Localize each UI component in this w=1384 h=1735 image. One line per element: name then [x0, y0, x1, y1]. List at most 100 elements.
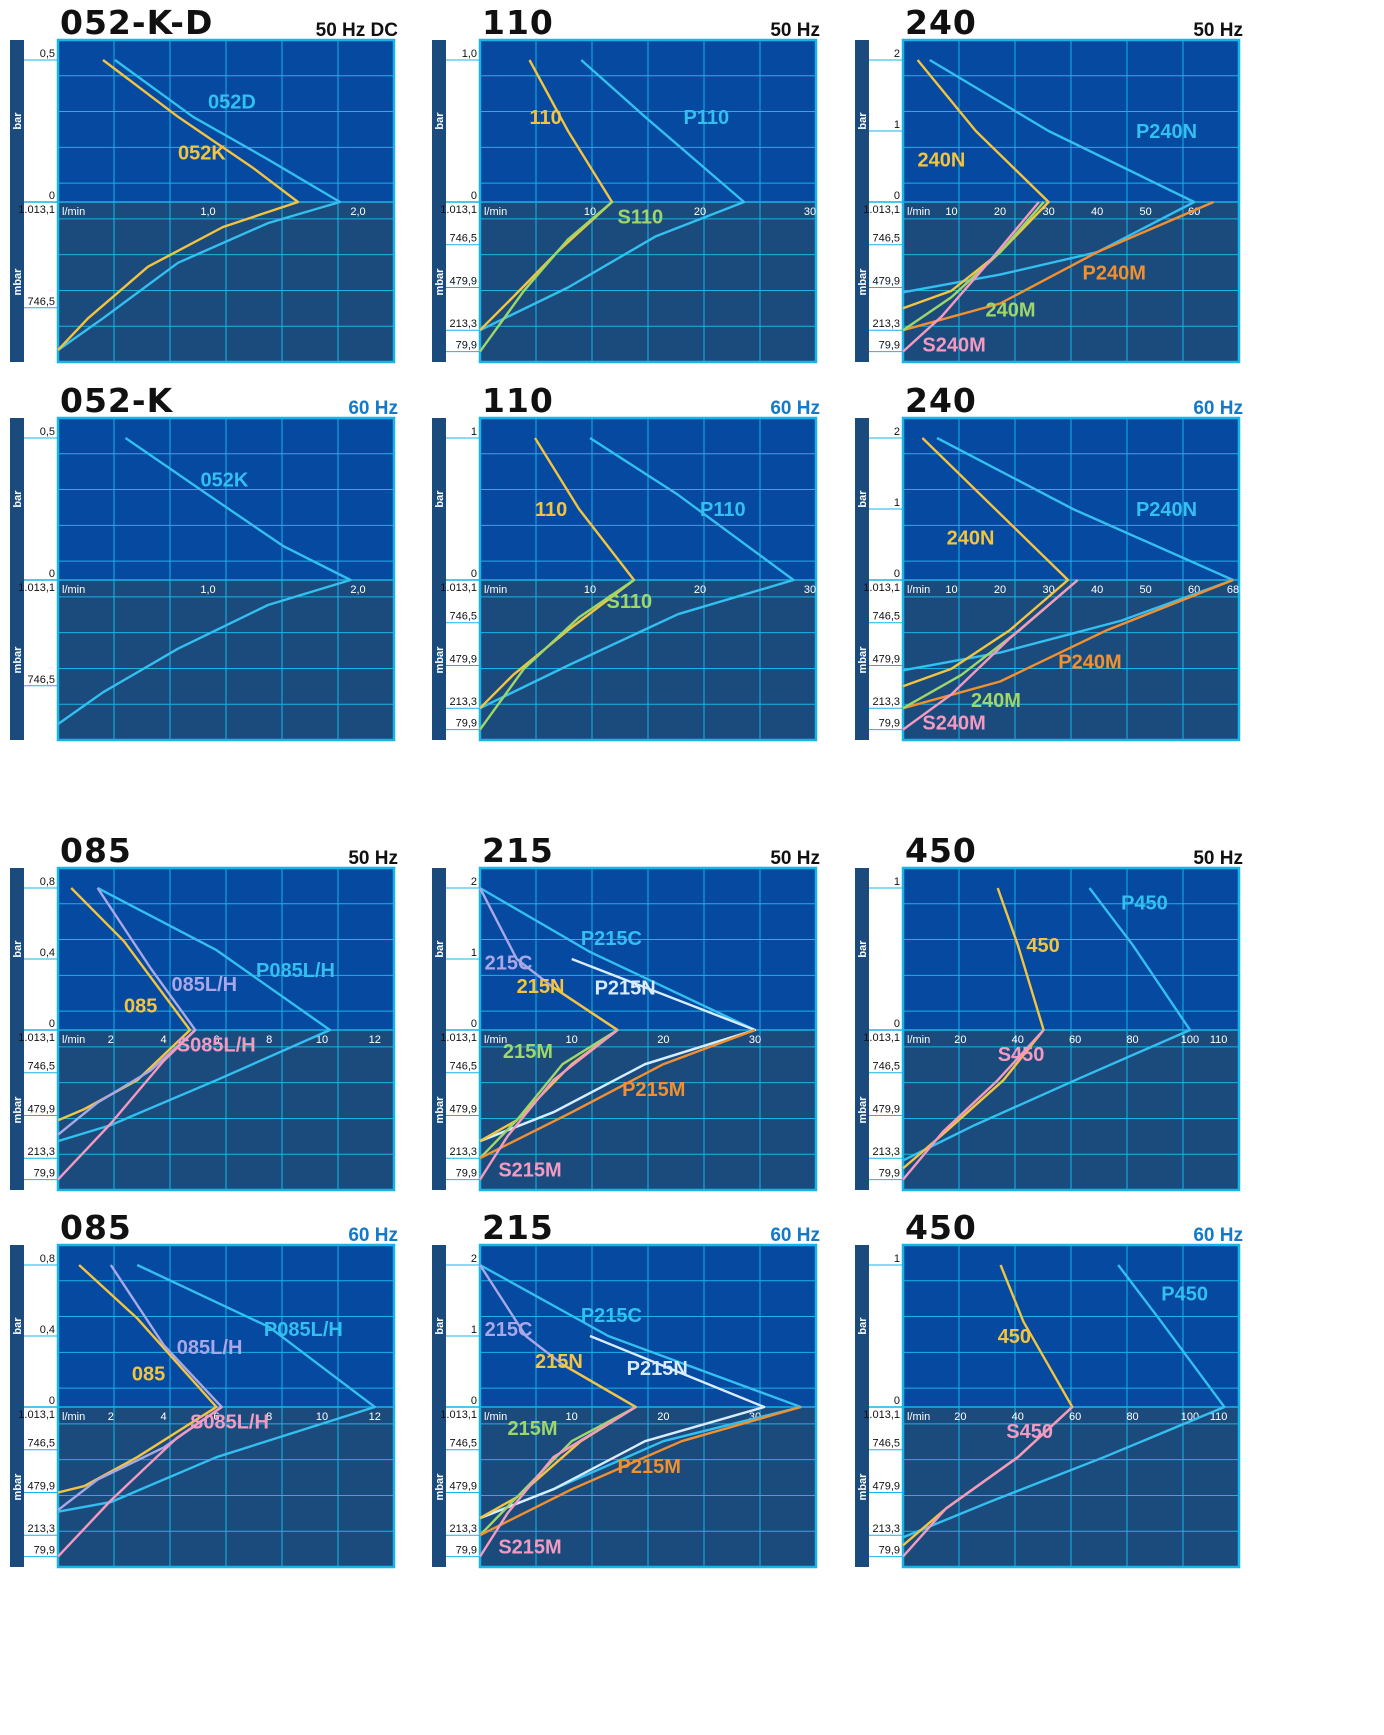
y-axis-band	[432, 868, 446, 1190]
grid	[58, 1245, 394, 1567]
y-label-bar: bar	[434, 490, 446, 508]
y-axis-band	[10, 418, 24, 740]
series-label: 215C	[485, 953, 533, 975]
series-label: P215N	[627, 1358, 688, 1380]
chart-panel-110-60: 110 60 Hz 1 0 1.013,1 746,5 479,9 213,3 79,9 l/mi…	[432, 382, 822, 743]
grid	[480, 418, 816, 740]
y-tick-label: 1	[894, 1253, 900, 1265]
chart-panel-450-50: 450 50 Hz 1 0 1.013,1 746,5 479,9 213,3 79,9 l/mi…	[855, 832, 1245, 1193]
series-line-s110	[479, 201, 613, 353]
y-label-mbar: mbar	[12, 268, 24, 296]
x-tick-label: 20	[694, 584, 706, 596]
y-tick-label: 746,5	[449, 1061, 477, 1073]
series-label: P215C	[581, 1305, 642, 1327]
series-line-052k	[57, 437, 352, 726]
series-line-p110	[479, 436, 795, 710]
y-label-mbar: mbar	[434, 268, 446, 296]
series-label: P215N	[595, 978, 656, 1000]
y-tick-label: 746,5	[27, 674, 55, 686]
series-label: 450	[1026, 935, 1059, 957]
x-unit-label: l/min	[484, 584, 507, 596]
y-tick-label: 479,9	[27, 1480, 55, 1492]
series-line-s215m	[478, 1029, 619, 1181]
plot-frame	[478, 38, 818, 364]
y-tick-label: 479,9	[449, 653, 477, 665]
y-tick-label: 479,9	[872, 1480, 900, 1492]
x-tick-label: 1,0	[200, 584, 215, 596]
frequency-label: 50 Hz	[348, 848, 398, 869]
frequency-label: 60 Hz	[1193, 1225, 1243, 1246]
frequency-label: 50 Hz	[1193, 20, 1243, 41]
series-line-p215m	[479, 1405, 802, 1537]
series-line-110	[479, 59, 614, 332]
frequency-label: 50 Hz	[1193, 848, 1243, 869]
y-tick-label: 746,5	[27, 1438, 55, 1450]
y-tick-label: 1	[894, 119, 900, 131]
x-unit-label: l/min	[62, 1034, 85, 1046]
series-label: S215M	[498, 1159, 561, 1181]
y-tick-label: 213,3	[872, 696, 900, 708]
x-tick-label: 68	[1227, 584, 1239, 596]
x-tick-label: 110	[1210, 1411, 1228, 1423]
y-tick-label: 2	[471, 1253, 477, 1265]
x-unit-label: l/min	[62, 1411, 85, 1423]
chart-title: 110	[482, 3, 554, 42]
chart-svg: 1 0 1.013,1 746,5 479,9 213,3 79,9 l/min bar mbar…	[855, 866, 1241, 1192]
y-tick-label: 0	[894, 1018, 900, 1030]
frequency-label: 60 Hz	[348, 1225, 398, 1246]
y-tick-label: 1	[471, 1324, 477, 1336]
y-tick-label: 1.013,1	[440, 1032, 477, 1044]
y-tick-label: 746,5	[872, 1438, 900, 1450]
y-tick-label: 213,3	[27, 1146, 55, 1158]
series-line-s450	[902, 1406, 1074, 1558]
y-tick-label: 746,5	[449, 233, 477, 245]
y-label-mbar: mbar	[434, 1096, 446, 1124]
x-tick-label: 20	[657, 1411, 669, 1423]
x-tick-label: 12	[369, 1034, 381, 1046]
series-label: 240N	[947, 528, 995, 550]
chart-svg: 0,5 0 1.013,1 746,5 l/min bar mbar 1,0 2,0 052K	[10, 416, 396, 742]
y-tick-label: 0	[471, 190, 477, 202]
y-label-bar: bar	[12, 490, 24, 508]
chart-title: 215	[482, 831, 554, 870]
series-line-p240m	[902, 200, 1215, 332]
series-label: P215M	[618, 1456, 681, 1478]
y-tick-label: 1.013,1	[18, 1409, 55, 1421]
x-unit-label: l/min	[907, 584, 930, 596]
series-label: 085L/H	[172, 974, 238, 996]
x-unit-label: l/min	[484, 1034, 507, 1046]
series-line-s085l-h	[57, 1029, 197, 1181]
series-line-110	[479, 437, 636, 710]
x-tick-label: 10	[945, 206, 957, 218]
chart-panel-215-60: 215 60 Hz 2 1 0 1.013,1 746,5 479,9 213,3 79,9 l/m…	[432, 1209, 822, 1570]
y-label-bar: bar	[12, 112, 24, 130]
y-label-mbar: mbar	[12, 646, 24, 674]
y-label-mbar: mbar	[12, 1096, 24, 1124]
x-tick-label: 40	[1091, 584, 1103, 596]
x-tick-label: 10	[584, 584, 596, 596]
plot-frame	[901, 866, 1241, 1192]
chart-title: 240	[905, 3, 977, 42]
chart-panel-052k-60: 052-K 60 Hz 0,5 0 1.013,1 746,5 l/min bar mbar 1,…	[10, 382, 400, 743]
series-label: 450	[998, 1326, 1031, 1348]
y-tick-label: 1	[471, 426, 477, 438]
x-tick-label: 30	[804, 584, 816, 596]
y-tick-label: 2	[894, 48, 900, 60]
chart-title: 215	[482, 1208, 554, 1247]
chart-title: 052-K-D	[60, 3, 214, 42]
x-unit-label: l/min	[62, 584, 85, 596]
x-tick-label: 30	[749, 1034, 761, 1046]
y-tick-label: 1.013,1	[440, 582, 477, 594]
y-axis-band	[10, 868, 24, 1190]
series-line-s240m	[902, 579, 1079, 731]
y-tick-label: 479,9	[872, 653, 900, 665]
y-tick-label: 1.013,1	[18, 1032, 55, 1044]
series-label: 215N	[535, 1351, 583, 1373]
x-tick-label: 2	[108, 1034, 114, 1046]
series-label: S085L/H	[190, 1411, 269, 1433]
x-tick-label: 10	[566, 1411, 578, 1423]
y-axis-band	[855, 418, 869, 740]
series-line-s215m	[478, 1405, 637, 1558]
plot-frame	[56, 866, 396, 1192]
series-line-p240n	[902, 58, 1196, 294]
